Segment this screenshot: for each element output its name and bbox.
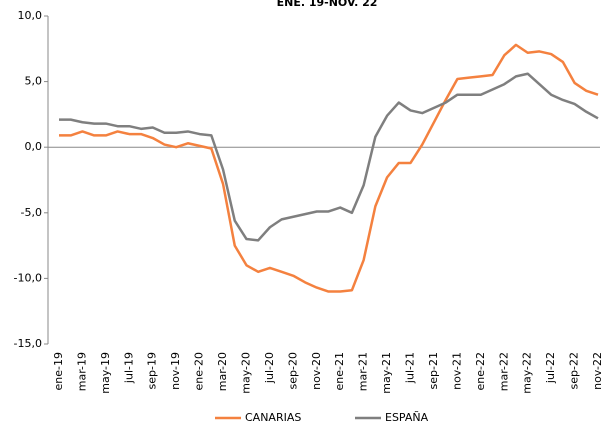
x-tick-label: may-22 — [521, 352, 534, 394]
x-tick-label: jul-21 — [404, 352, 417, 384]
x-tick-label: sep-22 — [568, 352, 581, 389]
series-line — [59, 43, 599, 293]
legend-label: CANARIAS — [245, 411, 301, 423]
x-tick-label: nov-21 — [450, 352, 463, 390]
y-tick-label: 5,0 — [25, 75, 43, 88]
y-tick-label: 0,0 — [25, 140, 43, 153]
y-tick-label: -10,0 — [14, 271, 42, 284]
x-tick-label: ene-19 — [52, 352, 65, 390]
legend-label: ESPAÑA — [385, 411, 429, 423]
x-tick-label: jul-20 — [263, 352, 276, 384]
x-tick-label: may-20 — [239, 352, 252, 394]
x-tick-label: mar-22 — [497, 352, 510, 391]
x-tick-label: may-21 — [380, 352, 393, 394]
x-tick-label: nov-20 — [310, 352, 323, 390]
y-tick-label: 10,0 — [18, 9, 43, 22]
chart-title: ENE. 19-NOV. 22 — [277, 0, 378, 9]
x-tick-label: nov-22 — [591, 352, 604, 390]
x-tick-label: mar-19 — [75, 352, 88, 391]
y-tick-label: -5,0 — [21, 206, 42, 219]
x-tick-label: mar-21 — [357, 352, 370, 391]
x-tick-label: sep-19 — [146, 352, 159, 389]
x-tick-label: jul-22 — [544, 352, 557, 384]
x-tick-label: sep-20 — [286, 352, 299, 389]
x-tick-label: mar-20 — [216, 352, 229, 391]
x-tick-label: nov-19 — [169, 352, 182, 390]
x-tick-label: ene-22 — [474, 352, 487, 390]
y-tick-label: -15,0 — [14, 337, 42, 350]
x-tick-label: ene-20 — [193, 352, 206, 390]
x-tick-label: may-19 — [99, 352, 112, 394]
series-line — [59, 72, 599, 242]
x-tick-label: jul-19 — [122, 352, 135, 384]
x-tick-label: sep-21 — [427, 352, 440, 389]
x-tick-label: ene-21 — [333, 352, 346, 390]
